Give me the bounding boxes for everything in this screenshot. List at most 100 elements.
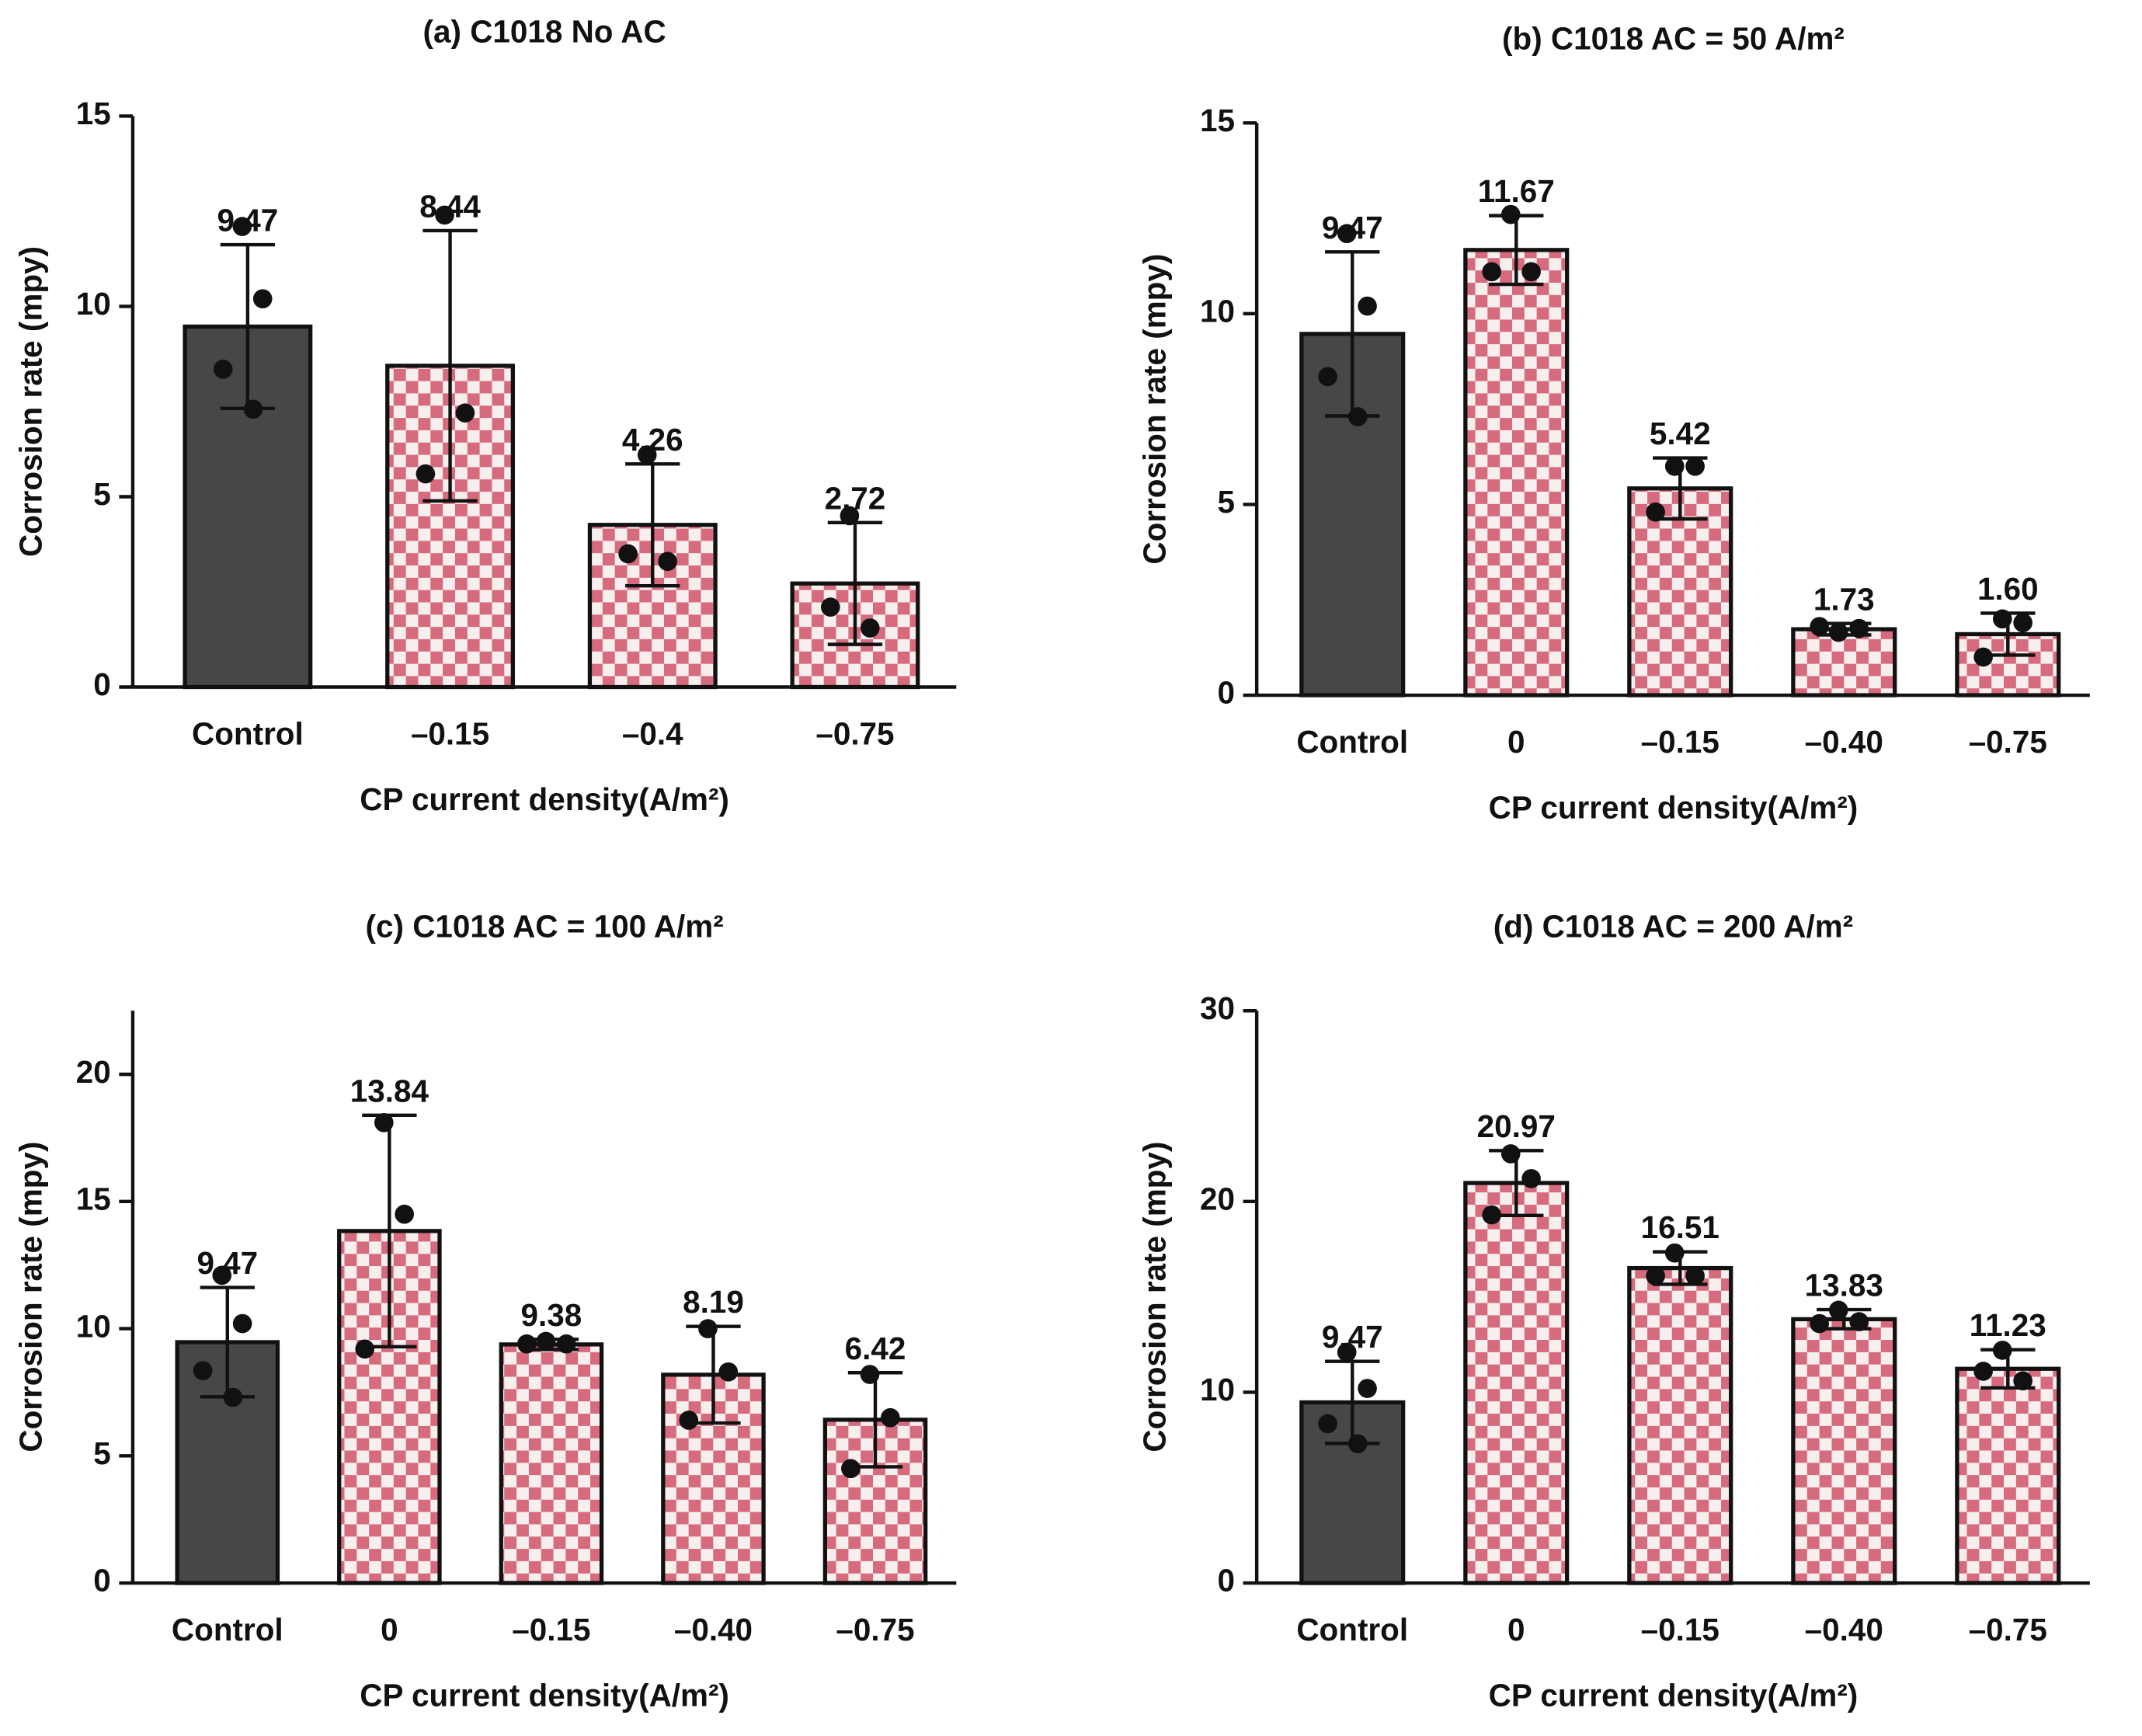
bar (1627, 486, 1733, 698)
data-point (252, 289, 273, 308)
data-point (556, 1334, 576, 1354)
data-point (1358, 1379, 1377, 1398)
x-tick-label: Control (172, 1612, 283, 1647)
x-tick-label: –0.15 (1641, 1612, 1720, 1647)
data-point (1849, 618, 1869, 638)
value-label: 9.47 (1322, 210, 1383, 245)
value-label: 20.97 (1477, 1108, 1556, 1144)
x-tick-label: –0.75 (1969, 724, 2047, 760)
data-point (1347, 407, 1368, 426)
data-point (355, 1339, 375, 1359)
data-point (1646, 1266, 1665, 1285)
data-point (1810, 617, 1829, 636)
data-point (1685, 1266, 1705, 1285)
data-point (860, 1365, 880, 1384)
value-label: 11.23 (1970, 1307, 2046, 1343)
data-point (1973, 647, 1993, 667)
data-point (435, 205, 454, 225)
x-tick-label: 0 (381, 1612, 398, 1647)
data-point (1646, 502, 1665, 522)
value-label: 6.42 (845, 1331, 906, 1366)
data-point (1337, 224, 1357, 244)
y-axis-label: Corrosion rate (mpy) (1136, 254, 1172, 565)
panel: (d) C1018 AC = 200 A/m² Corrosion rate (m… (1136, 908, 2090, 1713)
x-tick-label: –0.75 (815, 715, 894, 751)
data-point (1849, 1312, 1869, 1331)
y-tick-label: 20 (1200, 1181, 1235, 1217)
data-point (374, 1113, 394, 1132)
data-point (658, 551, 677, 572)
value-label: 13.83 (1805, 1268, 1883, 1303)
x-tick-label: –0.40 (674, 1612, 753, 1647)
y-tick-label: 0 (93, 666, 111, 702)
y-tick-label: 5 (93, 476, 111, 512)
panel: (a) C1018 No AC Corrosion rate (mpy) CP cu… (12, 14, 957, 817)
bar (499, 1342, 604, 1585)
data-point (1521, 262, 1541, 282)
panel: (c) C1018 AC = 100 A/m² Corrosion rate (m… (12, 908, 957, 1713)
x-tick-label: Control (1296, 1612, 1408, 1647)
x-tick-label: Control (1296, 724, 1408, 760)
y-tick-label: 10 (76, 1308, 111, 1344)
x-tick-label: Control (192, 715, 304, 751)
data-point (212, 1265, 232, 1285)
data-point (1347, 1434, 1368, 1454)
data-point (213, 360, 233, 379)
y-tick-label: 5 (1218, 484, 1235, 520)
data-point (232, 1313, 252, 1334)
x-axis-label: CP current density(A/m²) (360, 781, 729, 817)
x-tick-label: –0.15 (512, 1612, 590, 1647)
data-point (455, 403, 475, 423)
data-point (1973, 1362, 1993, 1381)
y-tick-label: 15 (76, 96, 111, 131)
x-tick-label: –0.75 (1969, 1612, 2047, 1647)
value-label: 9.47 (217, 203, 279, 238)
data-point (395, 1204, 415, 1224)
data-point (1521, 1169, 1541, 1188)
data-point (1992, 1341, 2012, 1360)
value-label: 1.73 (1813, 581, 1875, 617)
bar (1463, 1181, 1570, 1585)
value-label: 9.47 (1322, 1319, 1383, 1355)
value-label: 9.47 (196, 1245, 258, 1281)
value-label: 16.51 (1641, 1209, 1720, 1245)
data-point (2013, 613, 2032, 633)
data-point (1500, 1144, 1521, 1164)
value-label: 8.19 (683, 1284, 744, 1320)
data-point (1992, 609, 2012, 629)
value-label: 5.42 (1650, 416, 1711, 451)
data-point (536, 1331, 556, 1352)
y-axis-label: Corrosion rate (mpy) (12, 1142, 48, 1452)
x-tick-label: –0.40 (1805, 1612, 1883, 1647)
y-tick-label: 0 (93, 1563, 111, 1599)
x-tick-label: –0.75 (836, 1612, 914, 1647)
data-point (1482, 1205, 1501, 1225)
x-axis-label: CP current density(A/m²) (1489, 1677, 1859, 1713)
y-tick-label: 10 (76, 286, 111, 322)
data-point (1810, 1313, 1829, 1334)
data-point (860, 618, 880, 638)
panel: (b) C1018 AC = 50 A/m² Corrosion rate (mp… (1136, 20, 2090, 825)
data-point (637, 445, 657, 464)
chart-title: (c) C1018 AC = 100 A/m² (366, 908, 724, 944)
x-axis-label: CP current density(A/m²) (1489, 789, 1859, 825)
x-axis-label: CP current density(A/m²) (360, 1677, 729, 1713)
data-point (193, 1361, 213, 1380)
data-point (1828, 1300, 1848, 1320)
data-point (1664, 457, 1685, 476)
data-point (820, 597, 840, 617)
data-point (1828, 622, 1848, 642)
data-point (618, 544, 638, 564)
y-tick-label: 0 (1218, 675, 1235, 711)
y-tick-label: 10 (1200, 294, 1235, 329)
data-point (516, 1334, 537, 1354)
y-tick-label: 15 (1200, 103, 1235, 138)
bar (1463, 248, 1570, 698)
data-point (1482, 262, 1501, 282)
data-point (416, 464, 436, 484)
x-tick-label: –0.15 (411, 715, 489, 751)
data-point (841, 1459, 861, 1479)
value-label: 9.38 (521, 1297, 582, 1333)
data-point (1318, 1414, 1337, 1434)
y-tick-label: 15 (76, 1181, 111, 1217)
